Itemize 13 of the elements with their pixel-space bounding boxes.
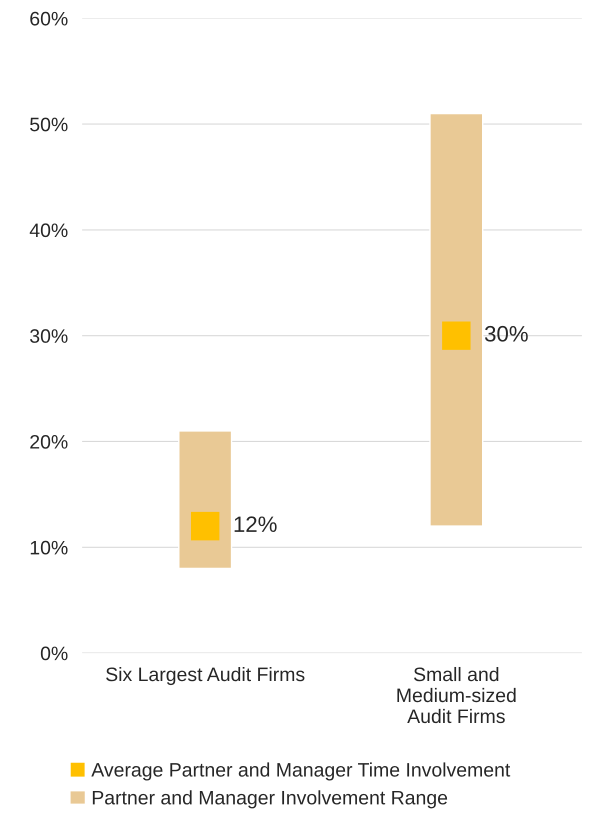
data-label: 30%: [484, 326, 528, 342]
y-tick-label: 60%: [30, 12, 68, 26]
y-tick-label: 50%: [30, 118, 68, 132]
data-label: 12%: [234, 516, 277, 532]
y-tick-label: 40%: [30, 223, 68, 238]
y-tick-label: 10%: [30, 540, 68, 555]
x-tick-label: Small and Medium-sized Audit Firms: [397, 666, 516, 724]
y-tick-label: 0%: [40, 646, 68, 660]
x-tick-label: Six Largest Audit Firms: [106, 666, 304, 686]
legend-label: Partner and Manager Involvement Range: [92, 790, 448, 808]
y-tick-label: 30%: [30, 329, 68, 343]
legend-label: Average Partner and Manager Time Involvement: [91, 762, 510, 781]
y-tick-label: 20%: [30, 434, 68, 449]
